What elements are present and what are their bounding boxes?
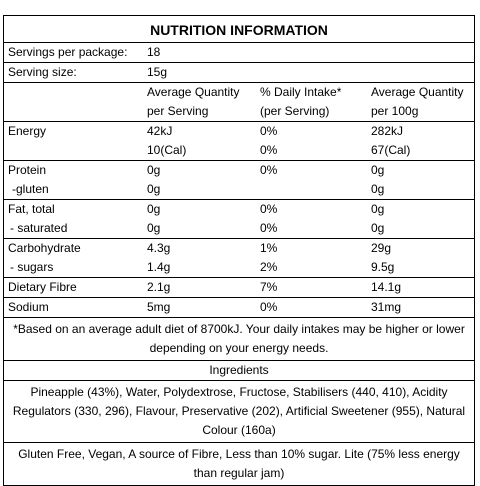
nutrient-row-protein: Protein 0g 0% 0g -gluten 0g 0g [4,161,474,200]
nutrient-per100: 31mg [371,300,402,314]
nutrient-daily: 0% [260,202,278,216]
energy-per100-cal: 67(Cal) [371,143,411,157]
servings-label: Servings per package: [8,45,128,59]
ingredients-list: Pineapple (43%), Water, Polydextrose, Fr… [4,381,474,443]
energy-serving-kj: 42kJ [147,124,173,138]
nutrient-serving: 0g [147,202,161,216]
nutrient-daily: 1% [260,241,278,255]
nutrient-daily: 2% [260,260,278,274]
nutrient-label: - saturated [10,221,68,235]
nutrient-per100: 9.5g [371,260,395,274]
nutrient-daily: 0% [260,221,278,235]
nutrient-label: Protein [8,163,47,177]
serving-size-value: 15g [147,65,168,79]
ingredients-heading: Ingredients [4,361,474,381]
nutrient-serving: 0g [147,163,161,177]
product-claims: Gluten Free, Vegan, A source of Fibre, L… [18,447,460,480]
nutrient-daily: 0% [260,300,278,314]
nutrient-row-fat: Fat, total 0g 0% 0g - saturated 0g 0% 0g [4,200,474,239]
energy-per100-kj: 282kJ [371,124,404,138]
header-avg-serving-2: per Serving [147,104,209,118]
nutrition-panel: NUTRITION INFORMATION Servings per packa… [3,15,475,486]
nutrient-per100: 0g [371,221,385,235]
nutrient-serving: 0g [147,182,161,196]
header-daily-1: % Daily Intake* [260,85,342,99]
nutrient-per100: 0g [371,202,385,216]
header-daily-2: (per Serving) [260,104,330,118]
energy-row: Energy 42kJ 0% 282kJ 10(Cal) 0% 67(Cal) [4,122,474,161]
header-avg-serving-1: Average Quantity [147,85,240,99]
nutrient-row-sodium: Sodium 5mg 0% 31mg [4,298,474,318]
energy-daily-kj: 0% [260,124,278,138]
nutrient-label: - sugars [10,260,54,274]
panel-title: NUTRITION INFORMATION [4,16,474,43]
nutrient-serving: 5mg [147,300,171,314]
column-headers: Average Quantity % Daily Intake* Average… [4,83,474,122]
nutrient-label: Fat, total [8,202,55,216]
nutrient-daily: 0% [260,163,278,177]
servings-row: Servings per package: 18 [4,43,474,63]
nutrient-label: Carbohydrate [8,241,81,255]
energy-label: Energy [8,124,47,138]
serving-size-row: Serving size: 15g [4,63,474,83]
servings-value: 18 [147,45,161,59]
header-per100-2: per 100g [371,104,419,118]
nutrient-serving: 2.1g [147,280,171,294]
nutrient-per100: 29g [371,241,392,255]
energy-serving-cal: 10(Cal) [147,143,187,157]
energy-daily-cal: 0% [260,143,278,157]
nutrient-row-carbohydrate: Carbohydrate 4.3g 1% 29g - sugars 1.4g 2… [4,239,474,278]
nutrient-per100: 0g [371,163,385,177]
nutrient-per100: 0g [371,182,385,196]
nutrient-label: -gluten [12,182,49,196]
nutrient-daily: 7% [260,280,278,294]
header-per100-1: Average Quantity [371,85,464,99]
nutrient-serving: 4.3g [147,241,171,255]
serving-size-label: Serving size: [8,65,77,79]
nutrient-label: Dietary Fibre [8,280,77,294]
nutrient-row-fibre: Dietary Fibre 2.1g 7% 14.1g [4,278,474,298]
daily-intake-footnote: *Based on an average adult diet of 8700k… [4,318,474,361]
nutrient-serving: 0g [147,221,161,235]
nutrient-per100: 14.1g [371,280,402,294]
nutrient-label: Sodium [8,300,49,314]
nutrient-serving: 1.4g [147,260,171,274]
